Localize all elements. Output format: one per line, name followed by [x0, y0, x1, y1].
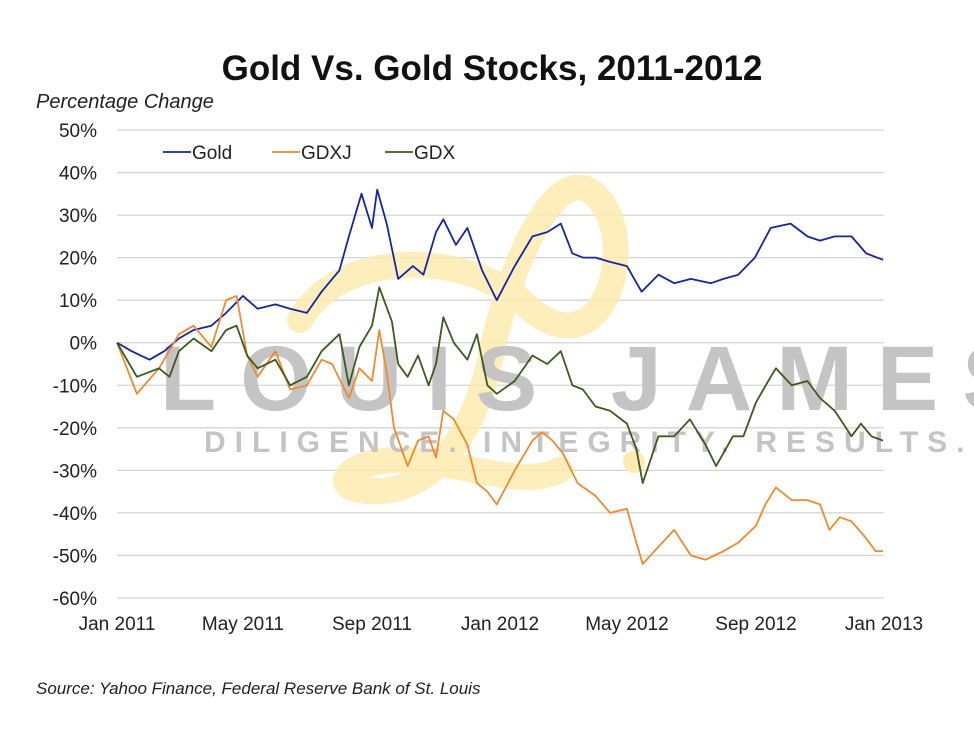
x-tick-label: Sep 2012 [715, 614, 796, 635]
legend: Gold GDXJ GDX [163, 143, 456, 164]
y-tick-label: -50% [53, 546, 97, 567]
y-tick-label: -60% [53, 589, 97, 610]
watermark-name: LOUIS JAMES [160, 328, 974, 430]
y-tick-label: 30% [59, 206, 97, 227]
legend-item-gdxj: GDXJ [272, 143, 352, 164]
watermark-tagline: DILIGENCE. INTEGRITY. RESULTS. [204, 426, 973, 459]
y-tick-label: -10% [53, 376, 97, 397]
y-tick-label: -30% [53, 461, 97, 482]
x-tick-label: Sep 2011 [332, 614, 412, 635]
x-tick-label: May 2011 [202, 614, 284, 635]
chart-title: Gold Vs. Gold Stocks, 2011-2012 [222, 49, 763, 88]
x-tick-label: Jan 2012 [461, 614, 539, 635]
x-axis-ticks: Jan 2011 May 2011 Sep 2011 Jan 2012 May 2012… [79, 614, 923, 635]
y-tick-label: 40% [59, 164, 97, 185]
y-axis-label: Percentage Change [36, 91, 214, 113]
x-tick-label: Jan 2013 [845, 614, 923, 635]
legend-item-gdx: GDX [385, 143, 456, 164]
legend-label: Gold [192, 143, 232, 164]
y-axis-ticks: 50% 40% 30% 20% 10% 0% -10% -20% -30% -40% -50% -60… [53, 121, 97, 610]
x-tick-label: May 2012 [585, 614, 668, 635]
series-gdx [116, 286, 884, 484]
y-tick-label: -20% [53, 419, 97, 440]
legend-label: GDX [414, 143, 456, 164]
y-tick-label: 20% [59, 249, 97, 270]
y-tick-label: -40% [53, 504, 97, 525]
source-note: Source: Yahoo Finance, Federal Reserve B… [36, 679, 481, 698]
watermark-logo: LOUIS JAMES DILIGENCE. INTEGRITY. RESULT… [160, 174, 974, 505]
legend-item-gold: Gold [163, 143, 232, 164]
y-tick-label: 10% [59, 291, 97, 312]
legend-label: GDXJ [301, 143, 352, 164]
y-tick-label: 50% [59, 121, 97, 142]
series-lines [116, 188, 884, 565]
x-tick-label: Jan 2011 [79, 614, 156, 635]
series-gold [116, 188, 884, 361]
series-gdxj [116, 295, 883, 565]
y-tick-label: 0% [70, 334, 98, 355]
watermark-script-l [287, 174, 629, 505]
